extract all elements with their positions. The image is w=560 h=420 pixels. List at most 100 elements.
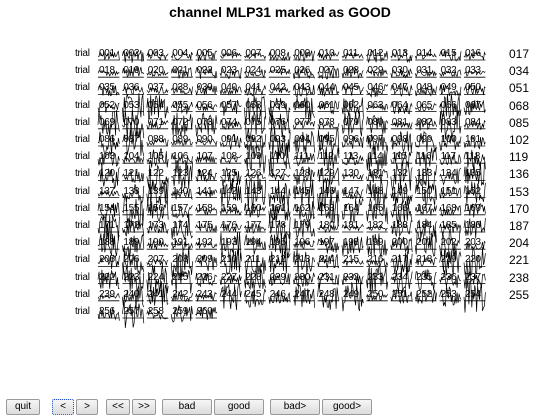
trial-number-label[interactable]: 009 bbox=[294, 48, 310, 59]
trial-number-label[interactable]: 080 bbox=[367, 116, 384, 128]
trial-number-label[interactable]: 257 bbox=[123, 306, 140, 317]
trial-number-label[interactable]: 106 bbox=[172, 151, 188, 163]
trial-number-label[interactable]: 180 bbox=[318, 220, 335, 231]
trial-number-label[interactable]: 185 bbox=[440, 220, 457, 231]
trial-number-label[interactable]: 100 bbox=[440, 134, 457, 145]
trial-number-label[interactable]: 220 bbox=[465, 254, 481, 266]
trial-number-label[interactable]: 104 bbox=[123, 151, 140, 163]
trial-number-label[interactable]: 151 bbox=[440, 185, 457, 197]
trial-number-label[interactable]: 004 bbox=[172, 48, 188, 59]
mark-good-button[interactable]: good bbox=[214, 399, 264, 415]
trial-number-label[interactable]: 050 bbox=[465, 82, 481, 94]
trial-number-label[interactable]: 057 bbox=[221, 99, 237, 111]
trial-number-label[interactable]: 248 bbox=[318, 288, 335, 300]
trial-number-label[interactable]: 184 bbox=[416, 220, 432, 231]
trial-number-label[interactable]: 155 bbox=[123, 202, 140, 214]
trial-number-label[interactable]: 232 bbox=[343, 271, 359, 283]
trial-number-label[interactable]: 072 bbox=[172, 116, 188, 128]
mark-bad-button[interactable]: bad bbox=[162, 399, 212, 415]
trial-number-label[interactable]: 084 bbox=[465, 116, 481, 128]
trial-number-label[interactable]: 150 bbox=[416, 185, 432, 197]
trial-number-label[interactable]: 064 bbox=[391, 99, 408, 111]
trial-number-label[interactable]: 231 bbox=[318, 271, 335, 283]
trial-number-label[interactable]: 177 bbox=[245, 220, 262, 231]
trial-number-label[interactable]: 228 bbox=[245, 271, 262, 283]
trial-number-label[interactable]: 003 bbox=[147, 48, 164, 59]
trial-number-label[interactable]: 186 bbox=[465, 220, 481, 231]
quit-button[interactable]: quit bbox=[6, 399, 40, 415]
trial-number-label[interactable]: 166 bbox=[391, 202, 408, 214]
trial-number-label[interactable]: 234 bbox=[391, 271, 408, 283]
trial-number-label[interactable]: 233 bbox=[367, 271, 384, 283]
trial-number-label[interactable]: 079 bbox=[343, 116, 359, 128]
trial-number-label[interactable]: 075 bbox=[245, 116, 262, 128]
trial-number-label[interactable]: 211 bbox=[245, 254, 261, 266]
trial-number-label[interactable]: 110 bbox=[269, 151, 285, 163]
trial-number-label[interactable]: 208 bbox=[172, 254, 188, 266]
trial-number-label[interactable]: 094 bbox=[294, 134, 310, 145]
trial-number-label[interactable]: 194 bbox=[245, 237, 262, 249]
trial-number-label[interactable]: 122 bbox=[147, 168, 164, 180]
trial-number-label[interactable]: 197 bbox=[318, 237, 335, 249]
trial-number-label[interactable]: 157 bbox=[172, 202, 188, 214]
trial-number-label[interactable]: 236 bbox=[440, 271, 457, 283]
trial-number-label[interactable]: 063 bbox=[367, 99, 384, 111]
trial-number-label[interactable]: 259 bbox=[172, 306, 188, 317]
trial-number-label[interactable]: 090 bbox=[196, 134, 213, 145]
trial-number-label[interactable]: 161 bbox=[269, 202, 286, 214]
trial-number-label[interactable]: 103 bbox=[99, 151, 115, 163]
next-trial-button[interactable]: > bbox=[76, 399, 98, 415]
trial-number-label[interactable]: 052 bbox=[99, 99, 115, 111]
last-trial-button[interactable]: >> bbox=[132, 399, 156, 415]
trial-number-label[interactable]: 082 bbox=[416, 116, 432, 128]
trial-number-label[interactable]: 247 bbox=[294, 288, 310, 300]
trial-number-label[interactable]: 129 bbox=[318, 168, 335, 180]
trial-number-label[interactable]: 118 bbox=[465, 151, 481, 163]
trial-number-label[interactable]: 148 bbox=[367, 185, 384, 197]
trial-number-label[interactable]: 023 bbox=[221, 65, 237, 77]
trial-number-label[interactable]: 190 bbox=[147, 237, 164, 249]
previous-trial-button[interactable]: < bbox=[52, 399, 74, 415]
trial-number-label[interactable]: 089 bbox=[172, 134, 188, 145]
trial-number-label[interactable]: 010 bbox=[318, 48, 335, 59]
trial-number-label[interactable]: 162 bbox=[294, 202, 310, 214]
trial-number-label[interactable]: 112 bbox=[318, 151, 334, 163]
trial-number-label[interactable]: 062 bbox=[343, 99, 359, 111]
trial-number-label[interactable]: 171 bbox=[99, 220, 115, 231]
trial-number-label[interactable]: 029 bbox=[367, 65, 384, 77]
trial-number-label[interactable]: 033 bbox=[465, 65, 481, 77]
trial-number-label[interactable]: 174 bbox=[172, 220, 188, 231]
trial-number-label[interactable]: 116 bbox=[416, 151, 432, 163]
trial-number-label[interactable]: 008 bbox=[269, 48, 286, 59]
trial-number-label[interactable]: 002 bbox=[123, 48, 140, 59]
trial-number-label[interactable]: 092 bbox=[245, 134, 262, 145]
trial-number-label[interactable]: 078 bbox=[318, 116, 335, 128]
trial-number-label[interactable]: 060 bbox=[294, 99, 310, 111]
trial-number-label[interactable]: 176 bbox=[221, 220, 237, 231]
trial-number-label[interactable]: 200 bbox=[391, 237, 408, 249]
trial-number-label[interactable]: 146 bbox=[318, 185, 335, 197]
trial-number-label[interactable]: 040 bbox=[221, 82, 237, 94]
trial-number-label[interactable]: 258 bbox=[147, 306, 164, 317]
trial-number-label[interactable]: 217 bbox=[391, 254, 408, 266]
trial-number-label[interactable]: 091 bbox=[221, 134, 237, 145]
trial-number-label[interactable]: 222 bbox=[99, 271, 115, 283]
trial-number-label[interactable]: 137 bbox=[99, 185, 115, 197]
trial-number-label[interactable]: 022 bbox=[196, 65, 213, 77]
trial-number-label[interactable]: 169 bbox=[465, 202, 481, 214]
trial-number-label[interactable]: 012 bbox=[367, 48, 384, 59]
trial-number-label[interactable]: 241 bbox=[147, 288, 164, 300]
trial-number-label[interactable]: 178 bbox=[269, 220, 286, 231]
trial-number-label[interactable]: 115 bbox=[391, 151, 407, 163]
trial-number-label[interactable]: 111 bbox=[294, 151, 309, 163]
trial-number-label[interactable]: 130 bbox=[343, 168, 359, 180]
trial-number-label[interactable]: 133 bbox=[416, 168, 432, 180]
trial-number-label[interactable]: 045 bbox=[343, 82, 359, 94]
trial-number-label[interactable]: 038 bbox=[172, 82, 188, 94]
trial-number-label[interactable]: 077 bbox=[294, 116, 310, 128]
trial-number-label[interactable]: 250 bbox=[367, 288, 384, 300]
trial-number-label[interactable]: 026 bbox=[294, 65, 310, 77]
trial-number-label[interactable]: 019 bbox=[123, 65, 140, 77]
trial-number-label[interactable]: 246 bbox=[269, 288, 286, 300]
trial-number-label[interactable]: 098 bbox=[391, 134, 408, 145]
